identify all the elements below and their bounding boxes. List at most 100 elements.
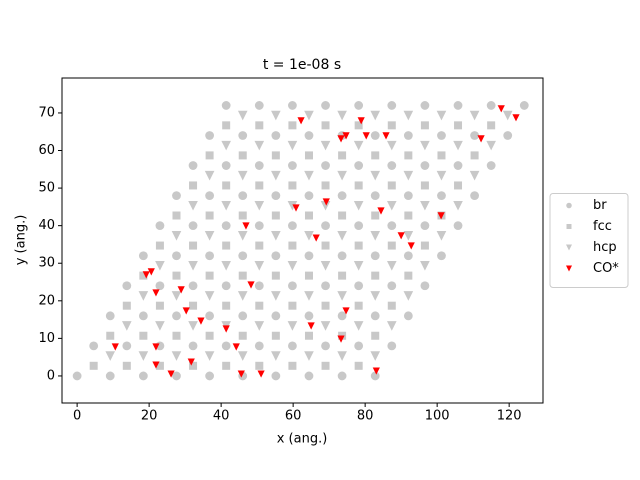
- point: [354, 341, 364, 351]
- y-tick-label: 50: [38, 181, 55, 196]
- legend-marker: [566, 224, 572, 229]
- point: [321, 361, 330, 370]
- point: [312, 234, 320, 242]
- y-tick-label: 0: [47, 368, 55, 383]
- point: [188, 321, 198, 331]
- point: [221, 261, 231, 271]
- legend-label: fcc: [593, 219, 612, 234]
- point: [222, 325, 230, 333]
- point: [254, 281, 264, 291]
- point: [271, 291, 281, 301]
- point: [357, 117, 365, 125]
- point: [386, 140, 397, 151]
- point: [370, 110, 381, 121]
- point: [204, 291, 215, 301]
- point: [370, 170, 381, 181]
- point: [238, 311, 248, 321]
- point: [337, 335, 345, 343]
- point: [152, 343, 160, 351]
- point: [420, 181, 429, 190]
- point: [436, 110, 447, 121]
- point: [222, 241, 231, 250]
- point: [320, 200, 331, 211]
- point: [403, 231, 414, 241]
- point: [155, 321, 165, 331]
- point: [337, 191, 347, 201]
- point: [271, 131, 281, 140]
- point: [370, 251, 380, 261]
- point: [307, 322, 315, 330]
- point: [271, 351, 281, 361]
- point: [122, 301, 131, 310]
- point: [372, 367, 380, 375]
- point: [321, 101, 330, 110]
- point: [188, 281, 198, 291]
- point: [470, 191, 479, 201]
- point: [188, 161, 198, 170]
- point: [387, 221, 397, 231]
- point: [188, 341, 198, 351]
- point: [354, 181, 363, 190]
- point: [386, 200, 397, 211]
- point: [387, 281, 397, 291]
- point: [271, 110, 281, 121]
- point: [304, 211, 313, 220]
- point: [354, 221, 364, 231]
- point: [254, 140, 265, 151]
- series: [111, 105, 520, 378]
- point: [288, 221, 297, 231]
- point: [155, 301, 164, 310]
- point: [105, 311, 115, 321]
- point: [354, 281, 364, 291]
- point: [453, 101, 463, 110]
- point: [407, 242, 415, 250]
- point: [320, 261, 331, 271]
- point: [254, 321, 265, 331]
- point: [304, 271, 313, 280]
- point: [155, 241, 164, 250]
- point: [237, 370, 245, 378]
- point: [354, 101, 364, 110]
- point: [182, 307, 190, 315]
- point: [288, 241, 297, 250]
- point: [271, 251, 281, 261]
- point: [469, 170, 480, 181]
- point: [304, 191, 314, 201]
- point: [221, 101, 231, 110]
- point: [138, 291, 149, 301]
- point: [497, 105, 505, 113]
- point: [453, 161, 463, 170]
- point: [255, 361, 264, 370]
- point: [337, 170, 347, 181]
- point: [354, 161, 364, 170]
- point: [320, 140, 331, 151]
- point: [237, 291, 248, 301]
- point: [222, 121, 231, 130]
- point: [205, 191, 215, 201]
- point: [271, 371, 281, 381]
- point: [512, 114, 520, 122]
- point: [370, 351, 381, 361]
- point: [387, 101, 397, 110]
- point: [205, 311, 215, 321]
- point: [382, 132, 390, 140]
- point: [420, 101, 430, 110]
- point: [72, 371, 82, 381]
- point: [321, 281, 330, 291]
- point: [271, 170, 281, 181]
- series: [72, 101, 529, 381]
- point: [353, 261, 364, 271]
- point: [271, 271, 280, 280]
- x-axis-label: x (ang.): [277, 432, 328, 447]
- y-tick-label: 20: [38, 293, 55, 308]
- point: [338, 151, 347, 160]
- point: [122, 341, 132, 351]
- point: [189, 301, 198, 310]
- point: [304, 251, 314, 261]
- point: [89, 341, 99, 351]
- point: [321, 121, 330, 130]
- point: [138, 371, 148, 381]
- point: [371, 151, 380, 160]
- point: [187, 358, 195, 366]
- point: [221, 341, 231, 351]
